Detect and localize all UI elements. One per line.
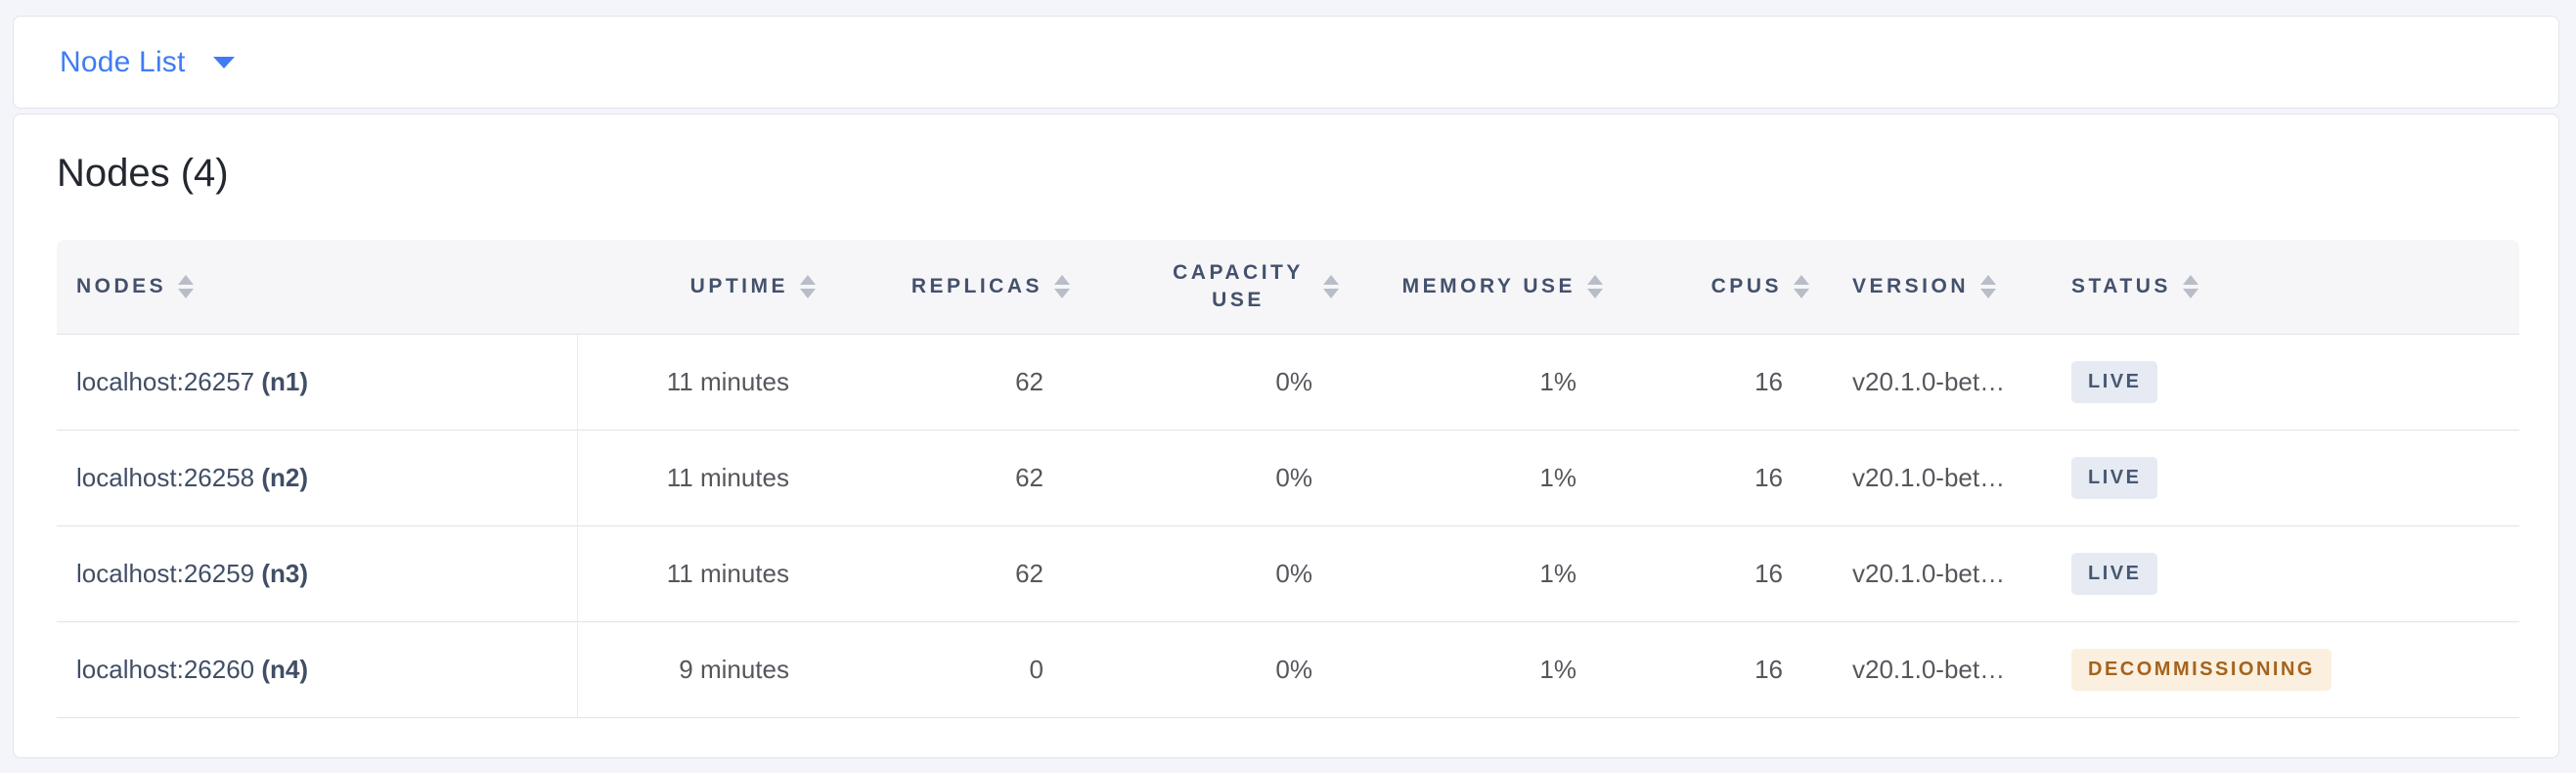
column-header-nodes[interactable]: NODES [57, 240, 578, 335]
column-header-label: MEMORY USE [1401, 275, 1576, 297]
status-badge: LIVE [2071, 361, 2158, 403]
sort-arrows-icon [2182, 275, 2198, 298]
column-header-replicas[interactable]: REPLICAS [831, 240, 1086, 335]
memory-use-cell: 1% [1355, 335, 1619, 431]
node-id: (n2) [261, 463, 309, 492]
replicas-cell: 62 [831, 431, 1086, 526]
sort-arrows-icon [1794, 275, 1809, 298]
column-header-memory-use[interactable]: MEMORY USE [1355, 240, 1619, 335]
memory-use-cell: 1% [1355, 622, 1619, 718]
memory-use-cell: 1% [1355, 431, 1619, 526]
sort-arrows-icon [1980, 275, 1997, 298]
node-address: localhost:26257 [76, 367, 255, 396]
column-header-capacity-use[interactable]: CAPACITY USE [1086, 240, 1355, 335]
view-selector-bar: Node List [13, 16, 2559, 109]
node-address: localhost:26258 [76, 463, 255, 492]
version-cell: v20.1.0-bet… [1825, 526, 2050, 622]
node-address-cell: localhost:26257 (n1) [57, 335, 578, 431]
node-list-dropdown[interactable]: Node List [60, 46, 235, 79]
cpus-cell: 16 [1619, 335, 1825, 431]
node-address: localhost:26259 [76, 559, 255, 588]
nodes-overview-card: Nodes (4) NODES UPTIME [13, 114, 2559, 758]
uptime-cell: 11 minutes [578, 431, 831, 526]
capacity-use-cell: 0% [1086, 622, 1355, 718]
column-header-version[interactable]: VERSION [1825, 240, 2050, 335]
node-address: localhost:26260 [76, 655, 255, 684]
column-header-label: CPUS [1710, 275, 1782, 297]
capacity-use-cell: 0% [1086, 335, 1355, 431]
column-header-label: CAPACITY USE [1173, 260, 1304, 311]
column-header-label: STATUS [2071, 275, 2171, 297]
uptime-cell: 9 minutes [578, 622, 831, 718]
node-id: (n3) [261, 559, 309, 588]
cpus-cell: 16 [1619, 431, 1825, 526]
sort-arrows-icon [1054, 275, 1070, 298]
column-header-label: VERSION [1852, 275, 1970, 297]
cpus-cell: 16 [1619, 622, 1825, 718]
column-header-label: UPTIME [689, 275, 788, 297]
memory-use-cell: 1% [1355, 526, 1619, 622]
version-cell: v20.1.0-bet… [1825, 622, 2050, 718]
table-row: localhost:26259 (n3) 11 minutes 62 0% 1%… [57, 526, 2519, 622]
status-badge: LIVE [2071, 457, 2158, 499]
column-header-cpus[interactable]: CPUS [1619, 240, 1825, 335]
node-address-cell: localhost:26260 (n4) [57, 622, 578, 718]
status-cell: LIVE [2050, 526, 2519, 622]
uptime-cell: 11 minutes [578, 335, 831, 431]
column-header-label: NODES [76, 275, 167, 297]
status-badge: LIVE [2071, 553, 2158, 595]
node-id: (n1) [261, 367, 309, 396]
nodes-table: NODES UPTIME REPLICAS [57, 240, 2519, 718]
column-header-label: REPLICAS [910, 275, 1043, 297]
column-header-status[interactable]: STATUS [2050, 240, 2519, 335]
uptime-cell: 11 minutes [578, 526, 831, 622]
version-cell: v20.1.0-bet… [1825, 335, 2050, 431]
column-header-uptime[interactable]: UPTIME [578, 240, 831, 335]
node-id: (n4) [261, 655, 309, 684]
table-row: localhost:26260 (n4) 9 minutes 0 0% 1% 1… [57, 622, 2519, 718]
node-list-dropdown-label: Node List [60, 45, 186, 78]
page-title: Nodes (4) [57, 152, 229, 195]
status-cell: LIVE [2050, 335, 2519, 431]
sort-arrows-icon [800, 275, 816, 298]
node-address-cell: localhost:26258 (n2) [57, 431, 578, 526]
replicas-cell: 0 [831, 622, 1086, 718]
version-cell: v20.1.0-bet… [1825, 431, 2050, 526]
replicas-cell: 62 [831, 335, 1086, 431]
table-row: localhost:26258 (n2) 11 minutes 62 0% 1%… [57, 431, 2519, 526]
status-badge: DECOMMISSIONING [2071, 649, 2332, 691]
table-row: localhost:26257 (n1) 11 minutes 62 0% 1%… [57, 335, 2519, 431]
node-address-cell: localhost:26259 (n3) [57, 526, 578, 622]
capacity-use-cell: 0% [1086, 431, 1355, 526]
sort-arrows-icon [1587, 275, 1603, 298]
sort-arrows-icon [1323, 275, 1339, 298]
status-cell: DECOMMISSIONING [2050, 622, 2519, 718]
status-cell: LIVE [2050, 431, 2519, 526]
capacity-use-cell: 0% [1086, 526, 1355, 622]
replicas-cell: 62 [831, 526, 1086, 622]
table-header-row: NODES UPTIME REPLICAS [57, 240, 2519, 335]
sort-arrows-icon [178, 275, 195, 298]
caret-down-icon [212, 56, 235, 68]
cpus-cell: 16 [1619, 526, 1825, 622]
